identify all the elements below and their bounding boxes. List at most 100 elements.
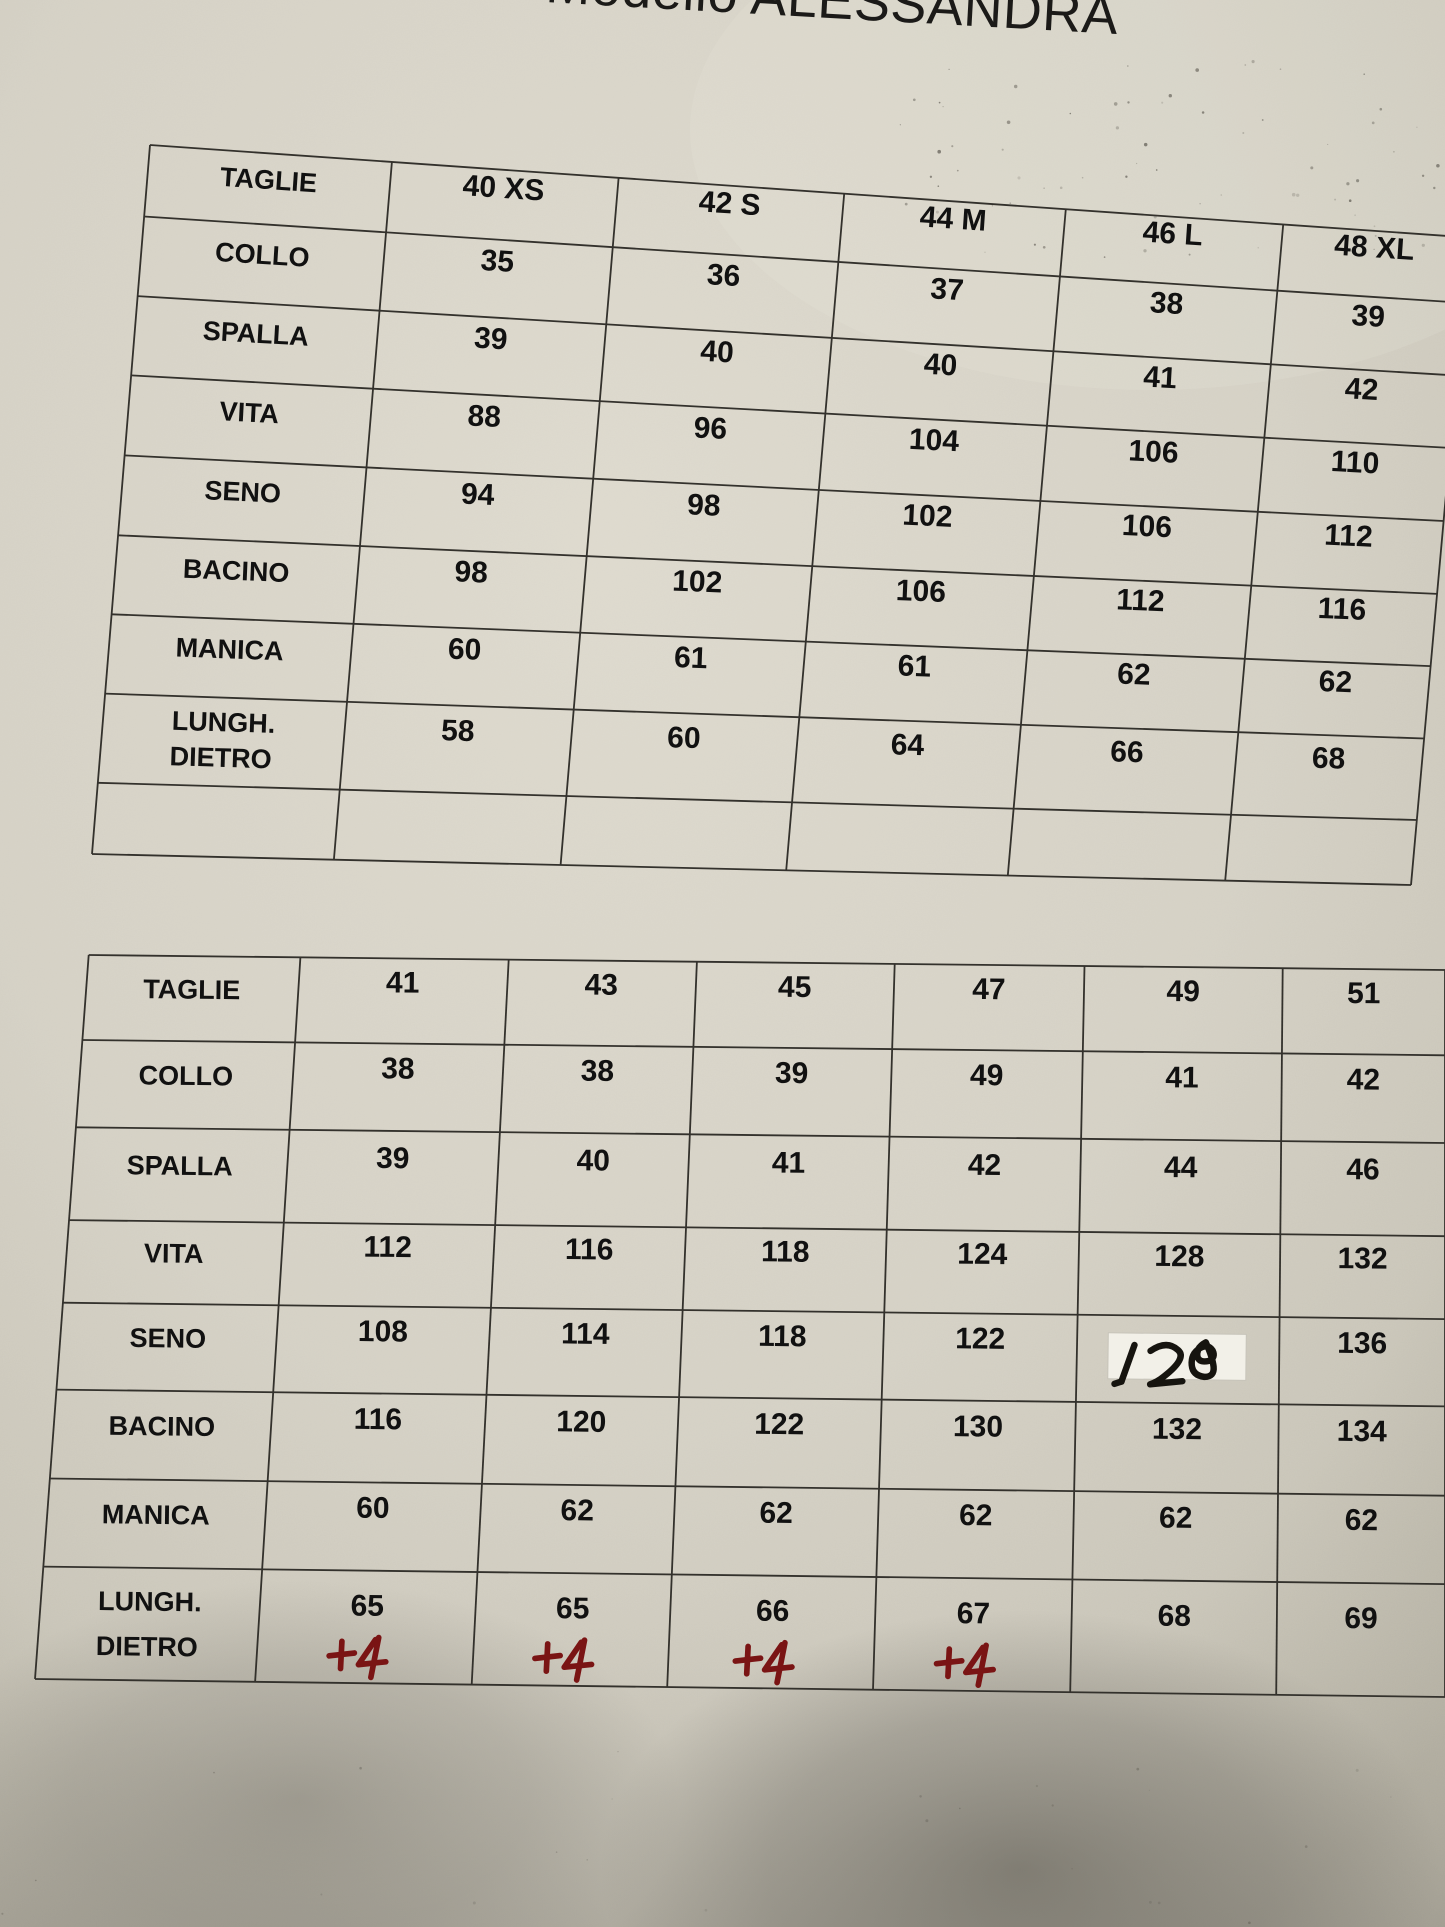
svg-text:112: 112	[1324, 519, 1374, 554]
svg-text:134: 134	[1337, 1415, 1388, 1449]
svg-text:43: 43	[584, 969, 618, 1002]
svg-text:124: 124	[957, 1238, 1008, 1272]
svg-text:40 XS: 40 XS	[462, 169, 546, 207]
svg-text:49: 49	[1166, 975, 1200, 1008]
svg-text:58: 58	[441, 714, 475, 748]
svg-text:88: 88	[467, 399, 502, 434]
svg-text:116: 116	[1317, 592, 1367, 627]
svg-text:128: 128	[1154, 1240, 1204, 1274]
svg-text:45: 45	[778, 971, 812, 1004]
svg-text:102: 102	[672, 564, 723, 599]
svg-text:44 M: 44 M	[919, 200, 988, 237]
svg-text:40: 40	[576, 1144, 610, 1177]
svg-text:122: 122	[955, 1322, 1005, 1356]
svg-text:130: 130	[953, 1410, 1003, 1444]
svg-text:SPALLA: SPALLA	[127, 1150, 233, 1181]
svg-text:SENO: SENO	[129, 1323, 206, 1354]
svg-text:39: 39	[1351, 299, 1386, 334]
svg-text:BACINO: BACINO	[182, 554, 290, 588]
svg-text:68: 68	[1157, 1600, 1191, 1633]
svg-text:60: 60	[667, 721, 701, 755]
svg-text:37: 37	[929, 272, 964, 307]
svg-text:39: 39	[376, 1142, 410, 1175]
svg-text:94: 94	[460, 478, 495, 513]
svg-text:42 S: 42 S	[698, 185, 762, 222]
svg-text:61: 61	[897, 649, 932, 683]
svg-text:41: 41	[386, 966, 420, 999]
svg-text:60: 60	[447, 633, 482, 667]
svg-text:48 XL: 48 XL	[1333, 229, 1415, 267]
svg-text:67: 67	[957, 1597, 991, 1630]
svg-text:DIETRO: DIETRO	[96, 1631, 198, 1662]
svg-text:39: 39	[473, 322, 508, 357]
svg-text:VITA: VITA	[219, 396, 280, 429]
svg-text:41: 41	[1142, 360, 1177, 395]
svg-text:60: 60	[356, 1492, 390, 1525]
svg-text:MANICA: MANICA	[102, 1499, 210, 1530]
svg-text:62: 62	[1318, 665, 1353, 699]
svg-text:35: 35	[480, 244, 515, 279]
svg-text:51: 51	[1347, 977, 1381, 1010]
svg-text:TAGLIE: TAGLIE	[143, 974, 240, 1005]
svg-text:66: 66	[756, 1595, 790, 1628]
svg-text:VITA: VITA	[144, 1238, 204, 1269]
svg-text:116: 116	[354, 1403, 403, 1437]
svg-text:COLLO: COLLO	[214, 237, 310, 273]
svg-text:132: 132	[1152, 1413, 1202, 1447]
svg-text:116: 116	[565, 1233, 614, 1267]
svg-text:42: 42	[1347, 1063, 1381, 1096]
svg-text:38: 38	[381, 1052, 415, 1085]
svg-text:106: 106	[1121, 509, 1173, 544]
svg-text:62: 62	[1117, 658, 1152, 692]
svg-text:44: 44	[1164, 1151, 1198, 1184]
svg-text:64: 64	[890, 728, 925, 762]
svg-text:62: 62	[759, 1497, 793, 1530]
svg-text:120: 120	[556, 1405, 606, 1439]
svg-text:102: 102	[902, 499, 954, 534]
svg-text:68: 68	[1311, 742, 1345, 776]
svg-text:46 L: 46 L	[1142, 216, 1204, 253]
svg-text:MANICA: MANICA	[175, 632, 284, 666]
svg-text:106: 106	[1128, 434, 1180, 470]
svg-text:118: 118	[761, 1235, 810, 1269]
svg-text:40: 40	[923, 348, 958, 383]
svg-text:39: 39	[775, 1057, 809, 1090]
svg-text:36: 36	[706, 258, 741, 293]
svg-text:41: 41	[772, 1147, 806, 1180]
svg-text:96: 96	[693, 411, 728, 446]
svg-text:62: 62	[1159, 1501, 1193, 1534]
svg-text:98: 98	[686, 488, 721, 523]
svg-text:108: 108	[358, 1315, 408, 1349]
svg-text:104: 104	[908, 423, 960, 459]
svg-text:66: 66	[1110, 735, 1144, 769]
svg-text:42: 42	[1344, 372, 1379, 407]
svg-text:41: 41	[1165, 1061, 1199, 1094]
svg-text:38: 38	[1149, 286, 1184, 321]
svg-text:BACINO: BACINO	[108, 1411, 215, 1442]
svg-text:106: 106	[895, 574, 946, 609]
svg-text:SPALLA: SPALLA	[202, 316, 310, 352]
svg-text:132: 132	[1337, 1242, 1387, 1276]
svg-text:118: 118	[758, 1320, 807, 1354]
svg-text:112: 112	[363, 1231, 412, 1265]
svg-text:38: 38	[581, 1055, 615, 1088]
svg-text:69: 69	[1344, 1602, 1378, 1635]
svg-text:65: 65	[350, 1589, 384, 1622]
svg-text:114: 114	[561, 1317, 610, 1351]
svg-text:46: 46	[1346, 1153, 1380, 1186]
svg-text:98: 98	[454, 555, 489, 589]
svg-text:42: 42	[968, 1149, 1002, 1182]
svg-text:62: 62	[560, 1494, 594, 1527]
svg-text:62: 62	[1345, 1504, 1379, 1537]
svg-text:49: 49	[970, 1059, 1004, 1092]
svg-text:65: 65	[556, 1592, 590, 1625]
svg-text:112: 112	[1116, 583, 1166, 618]
svg-text:61: 61	[673, 641, 708, 675]
svg-text:47: 47	[972, 973, 1006, 1006]
svg-text:136: 136	[1337, 1327, 1387, 1361]
svg-text:122: 122	[754, 1408, 804, 1442]
svg-text:LUNGH.: LUNGH.	[98, 1586, 202, 1617]
svg-text:LUNGH.: LUNGH.	[171, 706, 275, 739]
svg-text:110: 110	[1330, 445, 1380, 480]
svg-text:62: 62	[959, 1499, 993, 1532]
